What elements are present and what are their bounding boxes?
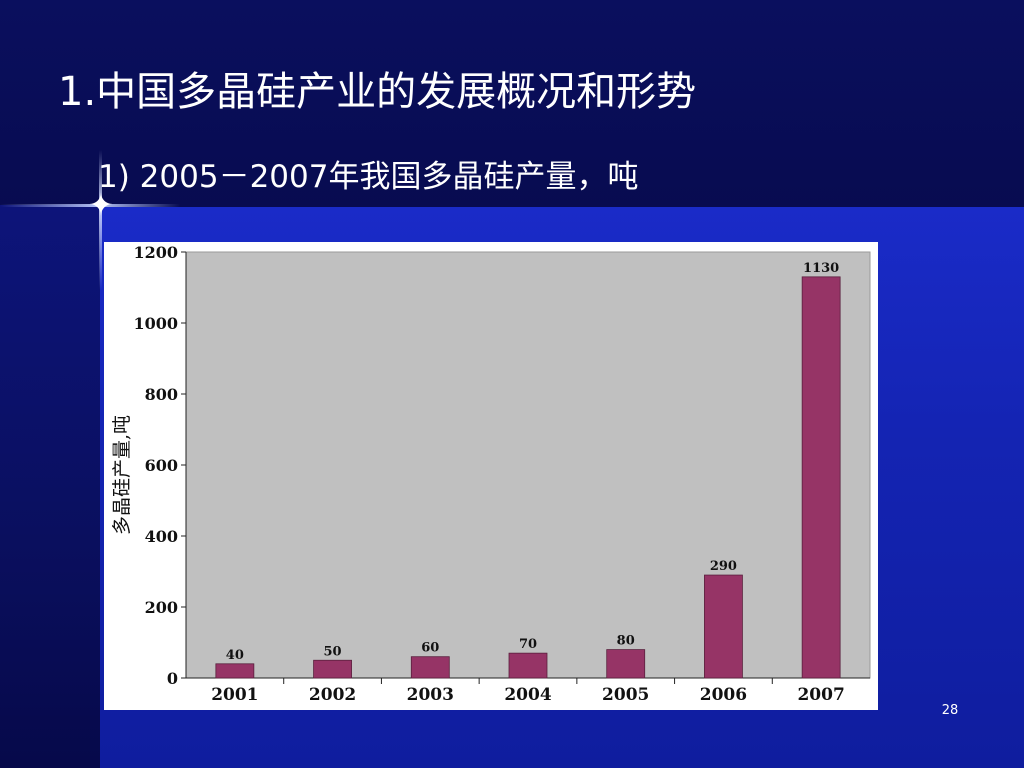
y-tick-label: 1000 (133, 314, 178, 333)
page-number: 28 (941, 703, 959, 718)
data-label: 70 (519, 637, 537, 652)
y-tick-label: 400 (145, 527, 178, 546)
decorative-horizontal-glow-line (0, 204, 180, 207)
data-label: 80 (617, 634, 635, 649)
x-tick-label: 2004 (504, 685, 551, 705)
slide-left-band (0, 205, 100, 768)
x-tick-label: 2002 (309, 685, 356, 705)
bar-2005 (606, 649, 646, 679)
slide-subtitle: 1) 2005－2007年我国多晶硅产量，吨 (98, 159, 639, 195)
chart-svg: 0 200 400 600 800 1000 1200 多晶硅产量,吨 40 2001 50 2002… (111, 243, 871, 705)
plot-area (185, 251, 871, 679)
data-label: 50 (324, 644, 342, 659)
x-tick-label: 2006 (700, 685, 747, 705)
x-tick-label: 2003 (407, 685, 454, 705)
y-tick-label: 600 (145, 456, 178, 475)
data-label: 60 (421, 641, 439, 656)
y-axis-title: 多晶硅产量,吨 (111, 415, 133, 535)
y-tick-label: 0 (167, 669, 178, 688)
y-tick-label: 1200 (133, 243, 178, 262)
bar-2002 (313, 659, 352, 679)
y-tick-label: 200 (145, 598, 178, 617)
x-tick-label: 2001 (211, 685, 258, 705)
bar-2001 (215, 663, 255, 679)
data-label: 40 (226, 648, 244, 663)
slide-title: 1.中国多晶硅产业的发展概况和形势 (58, 69, 697, 115)
bar-2007 (801, 276, 841, 679)
x-tick-label: 2007 (797, 685, 844, 705)
sparkle-icon: ✦ (88, 188, 114, 223)
bar-2004 (508, 652, 548, 679)
x-tick-label: 2005 (602, 685, 649, 705)
bar-2006 (704, 574, 743, 679)
y-tick-label: 800 (145, 385, 178, 404)
data-label: 1130 (803, 261, 839, 276)
data-label: 290 (710, 559, 737, 574)
bar-2003 (410, 656, 450, 679)
bar-chart: 0 200 400 600 800 1000 1200 多晶硅产量,吨 40 2001 50 2002… (104, 242, 878, 710)
decorative-vertical-glow-line (99, 150, 102, 290)
